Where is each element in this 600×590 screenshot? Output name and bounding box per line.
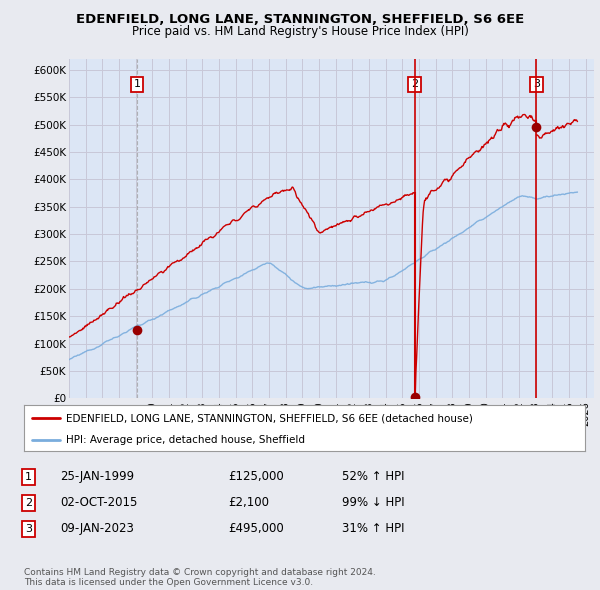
Text: 2: 2 <box>411 80 418 90</box>
Text: Contains HM Land Registry data © Crown copyright and database right 2024.
This d: Contains HM Land Registry data © Crown c… <box>24 568 376 587</box>
Text: HPI: Average price, detached house, Sheffield: HPI: Average price, detached house, Shef… <box>66 435 305 445</box>
Text: 1: 1 <box>25 472 32 481</box>
Text: £2,100: £2,100 <box>228 496 269 509</box>
Text: 52% ↑ HPI: 52% ↑ HPI <box>342 470 404 483</box>
Text: £125,000: £125,000 <box>228 470 284 483</box>
Text: 02-OCT-2015: 02-OCT-2015 <box>60 496 137 509</box>
Text: EDENFIELD, LONG LANE, STANNINGTON, SHEFFIELD, S6 6EE (detached house): EDENFIELD, LONG LANE, STANNINGTON, SHEFF… <box>66 413 473 423</box>
Text: Price paid vs. HM Land Registry's House Price Index (HPI): Price paid vs. HM Land Registry's House … <box>131 25 469 38</box>
Text: 25-JAN-1999: 25-JAN-1999 <box>60 470 134 483</box>
Text: 1: 1 <box>133 80 140 90</box>
Text: 3: 3 <box>533 80 540 90</box>
Text: 3: 3 <box>25 524 32 533</box>
Text: 31% ↑ HPI: 31% ↑ HPI <box>342 522 404 535</box>
Text: 2: 2 <box>25 498 32 507</box>
Text: £495,000: £495,000 <box>228 522 284 535</box>
Text: EDENFIELD, LONG LANE, STANNINGTON, SHEFFIELD, S6 6EE: EDENFIELD, LONG LANE, STANNINGTON, SHEFF… <box>76 13 524 26</box>
Text: 09-JAN-2023: 09-JAN-2023 <box>60 522 134 535</box>
Text: 99% ↓ HPI: 99% ↓ HPI <box>342 496 404 509</box>
